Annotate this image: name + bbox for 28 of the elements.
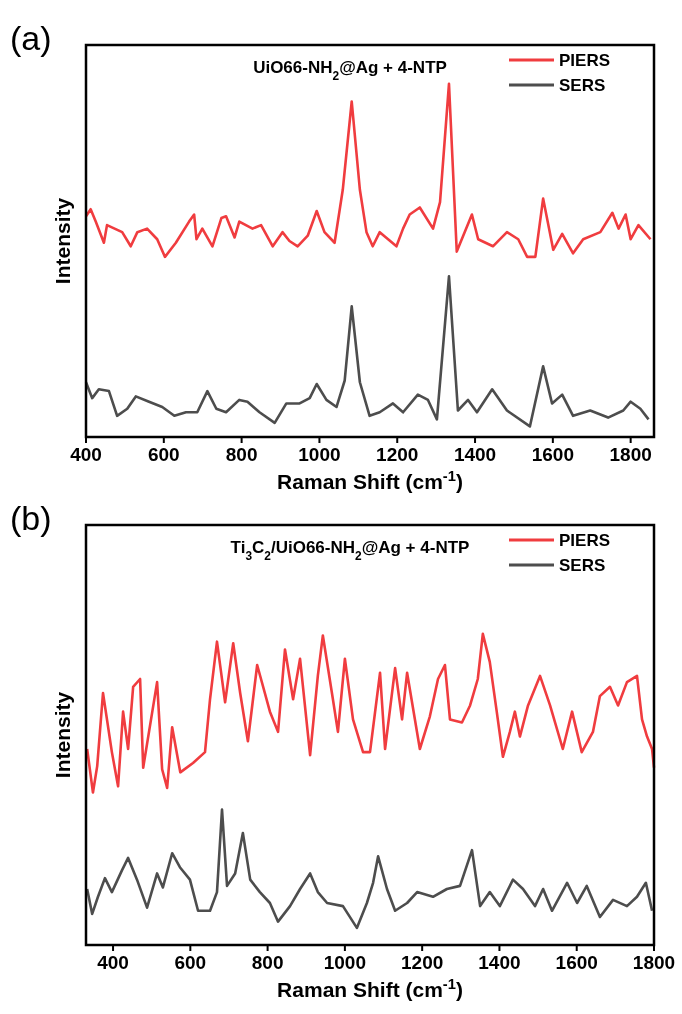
chart-title: Ti$_{3}$C$_{2}$/UiO66-NH$_{2}$@Ag + 4-NTP (230, 538, 470, 563)
x-tick-label: 1400 (453, 444, 497, 465)
chart-title: UiO66-NH$_{2}$@Ag + 4-NTP (253, 58, 447, 83)
y-axis-title: Intensity (51, 691, 74, 779)
legend-label: PIERS (559, 531, 611, 550)
legend-label: PIERS (559, 51, 611, 70)
x-tick-label: 1000 (298, 444, 341, 465)
x-tick-label: 600 (147, 444, 180, 465)
text: (b) (10, 499, 52, 537)
x-tick-label: 1800 (609, 444, 652, 465)
legend-label: SERS (559, 76, 606, 95)
y-axis-title: Intensity (51, 197, 74, 285)
x-axis-title: Raman Shift (cm$^{-1}$) (277, 468, 463, 493)
x-tick-label: 800 (251, 952, 284, 973)
x-tick-label: 400 (70, 444, 102, 465)
x-tick-label: 1800 (632, 952, 676, 973)
x-tick-label: 1600 (555, 952, 598, 973)
x-tick-label: 1200 (376, 444, 419, 465)
legend-label: SERS (559, 556, 606, 575)
x-tick-label: 600 (174, 952, 207, 973)
x-tick-label: 1200 (401, 952, 444, 973)
x-tick-label: 800 (225, 444, 258, 465)
x-tick-label: 1600 (531, 444, 574, 465)
x-tick-label: 1400 (478, 952, 521, 973)
x-tick-label: 1000 (323, 952, 367, 973)
text: (a) (10, 19, 52, 57)
x-tick-label: 400 (97, 952, 129, 973)
x-axis-title: Raman Shift (cm$^{-1}$) (277, 976, 463, 1001)
